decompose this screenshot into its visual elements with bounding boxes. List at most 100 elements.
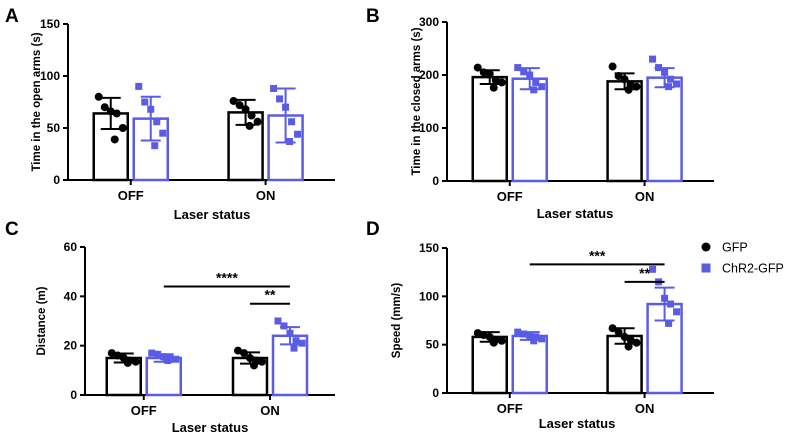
data-point: [154, 350, 162, 358]
data-point: [626, 335, 635, 344]
data-point: [245, 121, 254, 130]
data-point: [514, 328, 522, 336]
legend-label-chr2-gfp: ChR2-GFP: [722, 262, 784, 276]
y-tick-label: 60: [64, 240, 78, 254]
bar-chr2-gfp-off: [511, 77, 548, 183]
data-point: [661, 68, 669, 76]
data-point: [241, 105, 250, 114]
y-tick-label: 0: [53, 173, 60, 187]
data-point: [110, 135, 119, 144]
data-point: [160, 353, 168, 361]
data-point: [153, 118, 161, 126]
x-axis-label: Laser status: [537, 206, 614, 221]
y-tick-label: 50: [47, 121, 61, 135]
x-tick-label-off: OFF: [131, 403, 157, 418]
data-point: [661, 294, 669, 302]
y-axis-label: Time in the closed arms (s): [411, 27, 423, 175]
x-axis-label: Laser status: [172, 420, 249, 435]
x-axis-label: Laser status: [174, 207, 251, 222]
y-tick-label: 150: [419, 241, 439, 255]
y-tick-label: 150: [40, 17, 60, 31]
y-tick-label: 100: [419, 121, 439, 135]
data-point: [106, 107, 115, 116]
data-point: [624, 85, 633, 94]
data-point: [497, 336, 506, 345]
data-point: [159, 129, 167, 137]
x-tick-label-on: ON: [635, 189, 655, 204]
y-tick-label: 100: [40, 69, 60, 83]
data-point: [614, 72, 623, 81]
data-point: [649, 55, 657, 63]
data-point: [286, 329, 294, 337]
data-point: [235, 101, 244, 110]
data-point: [665, 83, 673, 91]
data-point: [274, 317, 282, 325]
data-point: [141, 98, 149, 106]
bar-chr2-gfp-on: [646, 76, 683, 183]
data-point: [489, 338, 498, 347]
data-point: [538, 83, 546, 91]
significance-label: ****: [216, 269, 238, 285]
data-point: [298, 339, 306, 347]
data-point: [270, 84, 278, 92]
x-tick-label-on: ON: [256, 188, 276, 203]
x-tick-label-on: ON: [635, 401, 655, 416]
x-tick-label-off: OFF: [497, 401, 523, 416]
data-point: [258, 357, 266, 366]
y-tick-label: 300: [419, 15, 439, 29]
data-point: [164, 356, 172, 364]
panel-letter-a: A: [5, 6, 19, 27]
data-point: [655, 64, 663, 72]
x-tick-label-off: OFF: [118, 188, 144, 203]
data-point: [147, 105, 155, 113]
x-axis-label: Laser status: [539, 416, 616, 431]
data-point: [113, 351, 122, 360]
data-point: [620, 75, 629, 84]
y-tick-label: 100: [419, 289, 439, 303]
data-point: [135, 82, 143, 90]
data-point: [253, 117, 262, 126]
data-point: [532, 78, 540, 86]
data-point: [667, 75, 675, 83]
bar-chr2-gfp-off: [511, 334, 548, 395]
data-point: [489, 83, 498, 92]
x-tick-label-on: ON: [260, 403, 280, 418]
bar-gfp-off: [471, 335, 508, 395]
data-point: [172, 355, 180, 363]
data-point: [520, 68, 528, 76]
data-point: [526, 71, 534, 79]
data-point: [286, 138, 294, 146]
data-point: [107, 349, 116, 358]
data-point: [667, 300, 675, 308]
y-tick-label: 50: [426, 338, 440, 352]
data-point: [520, 330, 528, 338]
data-point: [234, 346, 242, 355]
data-point: [665, 319, 673, 327]
data-point: [229, 96, 238, 105]
y-axis-label: Distance (m): [36, 286, 48, 355]
data-point: [624, 342, 633, 351]
data-point: [246, 354, 254, 362]
y-axis-label: Speed (mm/s): [391, 283, 403, 359]
bar-gfp-off: [471, 75, 508, 183]
data-point: [608, 62, 617, 71]
data-point: [620, 332, 629, 341]
data-point: [240, 349, 248, 358]
data-point: [280, 322, 288, 330]
data-point: [290, 344, 298, 352]
y-tick-label: 200: [419, 68, 439, 82]
legend-label-gfp: GFP: [722, 241, 748, 255]
data-point: [614, 328, 623, 337]
panel-letter-c: C: [5, 219, 19, 240]
data-point: [247, 111, 256, 120]
data-point: [632, 338, 641, 347]
data-point: [526, 332, 534, 340]
panel-letter-d: D: [366, 219, 380, 240]
legend-marker-chr2-gfp: [701, 263, 711, 273]
significance-label: **: [639, 265, 650, 281]
data-point: [608, 324, 617, 333]
